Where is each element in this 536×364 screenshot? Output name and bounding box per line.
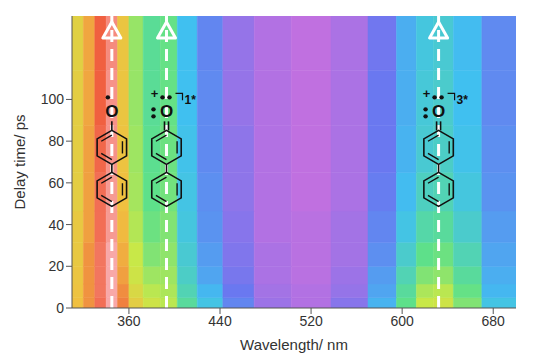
svg-text:80: 80 [48,133,64,149]
svg-text:100: 100 [41,91,65,107]
svg-text:O: O [105,102,118,121]
svg-text:Wavelength/ nm: Wavelength/ nm [240,336,348,353]
svg-text:680: 680 [482,313,506,329]
svg-text:520: 520 [299,313,323,329]
svg-text:1*: 1* [184,93,196,107]
svg-text:+: + [151,86,159,101]
svg-text:0: 0 [56,300,64,316]
svg-text:Delay time/ ps: Delay time/ ps [11,114,28,209]
svg-text:60: 60 [48,175,64,191]
svg-text:360: 360 [117,313,141,329]
svg-text:600: 600 [390,313,414,329]
svg-text:O: O [160,102,173,121]
svg-text:+: + [423,86,431,101]
svg-text:40: 40 [48,217,64,233]
svg-text:O: O [432,102,445,121]
svg-text:440: 440 [208,313,232,329]
svg-text:20: 20 [48,258,64,274]
svg-text:3*: 3* [457,93,469,107]
